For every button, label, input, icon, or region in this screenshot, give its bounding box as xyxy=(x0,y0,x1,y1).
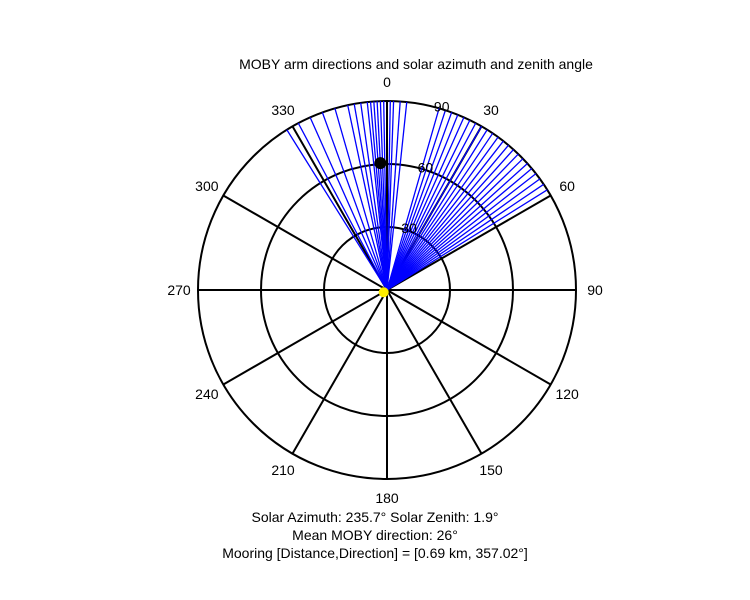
arm-direction-line xyxy=(386,136,499,291)
angular-tick-label: 150 xyxy=(479,462,503,478)
arm-direction-line xyxy=(386,125,483,291)
arm-direction-line xyxy=(386,163,528,291)
angular-tick-label: 120 xyxy=(555,386,579,402)
arm-direction-line xyxy=(386,122,477,291)
arm-direction-line xyxy=(386,168,533,291)
mooring-readout: Mooring [Distance,Direction] = [0.69 km,… xyxy=(222,545,528,561)
sun-marker xyxy=(378,287,389,298)
arm-direction-line xyxy=(386,114,459,291)
arm-direction-line xyxy=(347,104,388,291)
arm-direction-line xyxy=(386,140,504,291)
arm-direction-line xyxy=(386,144,509,291)
angular-tick-label: 0 xyxy=(383,74,391,90)
arm-direction-line xyxy=(334,108,388,291)
angular-tick-label: 210 xyxy=(271,462,295,478)
arm-direction-line xyxy=(386,183,545,291)
arm-direction-line xyxy=(386,117,465,291)
moby-arm-directions xyxy=(286,101,548,291)
mooring-marker xyxy=(374,157,387,170)
arm-direction-line xyxy=(297,122,388,291)
arm-direction-line xyxy=(386,178,541,291)
arm-direction-line xyxy=(386,112,453,291)
angular-tick-label: 270 xyxy=(167,282,191,298)
chart-title: MOBY arm directions and solar azimuth an… xyxy=(239,56,593,72)
arm-direction-line xyxy=(386,189,548,291)
angular-tick-label: 300 xyxy=(195,178,219,194)
arm-direction-line xyxy=(386,129,488,291)
arm-direction-line xyxy=(360,102,388,291)
arm-direction-line xyxy=(353,103,388,291)
point-markers xyxy=(374,157,389,298)
angular-tick-labels: 0 30 60 90 120 150 180 210 240 270 300 330 xyxy=(167,74,603,506)
arm-direction-line xyxy=(286,129,388,291)
arm-direction-line xyxy=(386,108,440,291)
arm-direction-line xyxy=(386,153,519,291)
angular-tick-label: 30 xyxy=(483,102,499,118)
radial-ring-label: 90 xyxy=(434,98,450,114)
arm-direction-line xyxy=(321,112,388,291)
arm-direction-line xyxy=(383,101,388,291)
angular-tick-label: 180 xyxy=(375,490,399,506)
angular-tick-label: 330 xyxy=(271,102,295,118)
arm-direction-line xyxy=(386,158,524,291)
radial-ring-label: 30 xyxy=(401,220,417,236)
arm-direction-line xyxy=(386,173,537,291)
angular-tick-label: 240 xyxy=(195,386,219,402)
radial-ring-labels: 90 60 30 xyxy=(401,98,449,236)
angular-tick-label: 60 xyxy=(559,178,575,194)
arm-direction-line xyxy=(386,101,408,291)
arm-direction-line xyxy=(386,110,447,291)
solar-angles-readout: Solar Azimuth: 235.7° Solar Zenith: 1.9° xyxy=(251,509,499,525)
arm-direction-line xyxy=(386,149,514,291)
arm-direction-line xyxy=(386,101,401,291)
arm-direction-line xyxy=(309,117,388,291)
angular-tick-label: 90 xyxy=(587,282,603,298)
arm-direction-line xyxy=(386,101,395,291)
radial-ring-label: 60 xyxy=(418,159,434,175)
arm-direction-line xyxy=(386,119,471,291)
arm-direction-line xyxy=(386,132,494,291)
mean-moby-direction-readout: Mean MOBY direction: 26° xyxy=(292,527,458,543)
